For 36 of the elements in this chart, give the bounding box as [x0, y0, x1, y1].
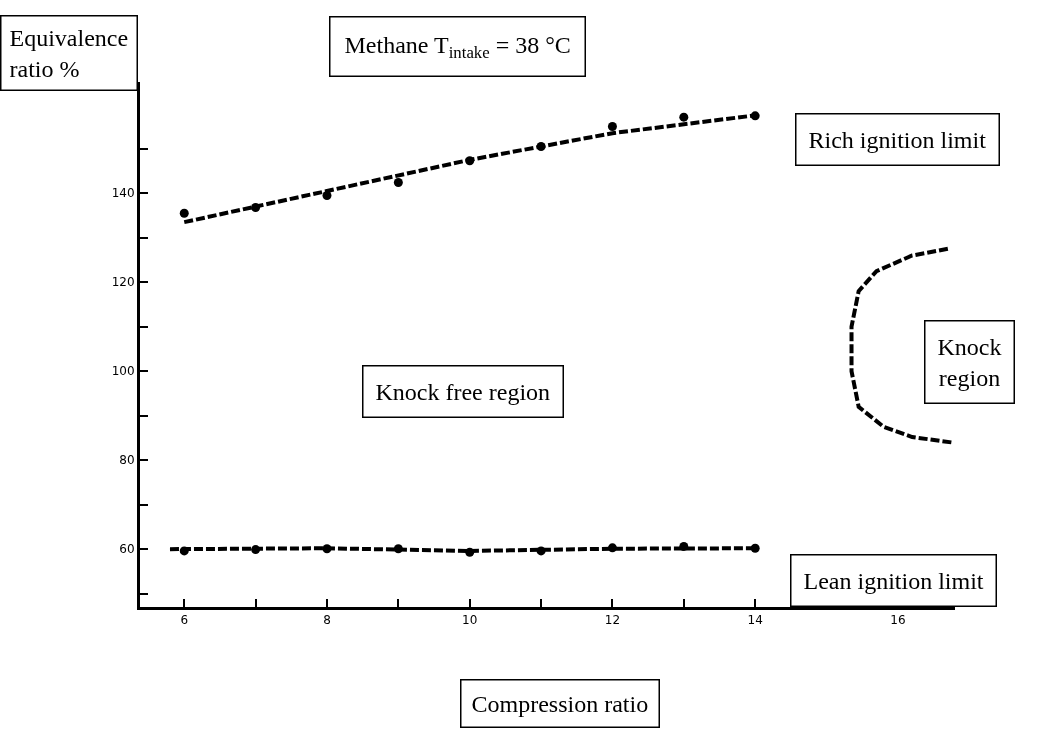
- y-tick-label: 60: [119, 542, 135, 557]
- chart-title: Methane T$_{intake}$ = 38 °C: [344, 31, 571, 62]
- point: [179, 208, 189, 218]
- annotation: Lean ignition limit: [803, 567, 984, 594]
- point: [536, 142, 546, 152]
- x-tick-label: 14: [747, 613, 763, 628]
- point: [393, 544, 403, 554]
- x-axis-title: Compression ratio: [471, 690, 649, 717]
- annotation: Knock region: [937, 333, 1002, 391]
- point: [750, 543, 760, 553]
- x-tick-label: 8: [323, 613, 331, 628]
- point: [322, 544, 332, 554]
- point: [750, 111, 760, 121]
- point: [465, 156, 475, 166]
- point: [251, 545, 261, 555]
- y-axis-title: Equivalence ratio %: [9, 24, 129, 82]
- point: [679, 541, 689, 551]
- point: [179, 546, 189, 556]
- annotation: Knock free region: [375, 378, 551, 405]
- x-tick-label: 16: [890, 613, 906, 628]
- x-tick-label: 10: [462, 613, 478, 628]
- y-tick-label: 100: [111, 364, 135, 379]
- x-tick-label: 12: [604, 613, 621, 628]
- y-tick-label: 120: [111, 275, 135, 290]
- x-tick-label: 6: [180, 613, 189, 628]
- point: [679, 112, 689, 122]
- point: [536, 546, 546, 556]
- annotation: Rich ignition limit: [808, 126, 987, 153]
- point: [607, 121, 617, 131]
- point: [251, 202, 261, 212]
- point: [322, 190, 332, 200]
- point: [393, 178, 403, 188]
- point: [465, 547, 475, 557]
- point: [607, 543, 617, 553]
- y-tick-label: 140: [111, 186, 135, 201]
- y-tick-label: 80: [119, 453, 135, 468]
